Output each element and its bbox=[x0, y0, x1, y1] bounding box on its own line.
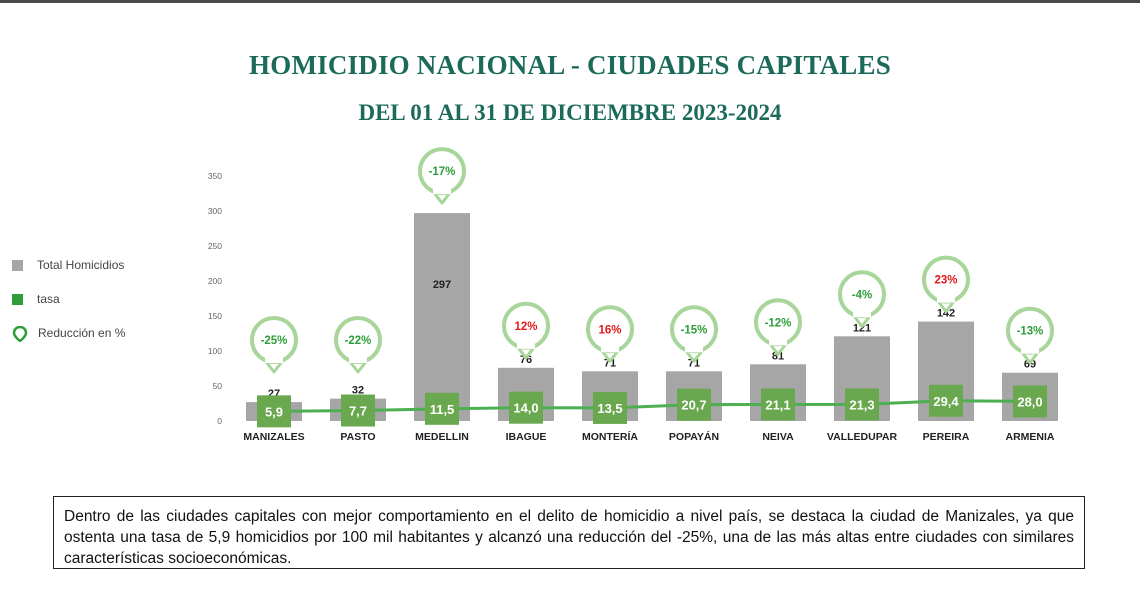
reduction-value-label: -17% bbox=[429, 166, 456, 178]
reduction-bubble: -4% bbox=[838, 270, 886, 328]
rate-value-label: 29,4 bbox=[933, 394, 959, 409]
category-label: POPAYÁN bbox=[669, 430, 719, 443]
y-tick-label: 150 bbox=[208, 311, 222, 321]
bar-value-label: 69 bbox=[1024, 359, 1036, 371]
bubble-joint bbox=[517, 339, 535, 349]
reduction-value-label: -4% bbox=[852, 289, 872, 301]
y-tick-label: 0 bbox=[217, 416, 222, 426]
reduction-bubble: 23% bbox=[922, 255, 970, 314]
legend-label-rate: tasa bbox=[37, 292, 60, 306]
rate-value-label: 21,3 bbox=[849, 397, 874, 412]
bar-value-label: 76 bbox=[520, 354, 532, 366]
bar bbox=[414, 213, 470, 421]
reduction-value-label: 23% bbox=[934, 275, 957, 287]
reduction-bubble: -13% bbox=[1006, 306, 1054, 365]
rate-point bbox=[1013, 385, 1047, 418]
legend-label-total: Total Homicidios bbox=[37, 258, 125, 272]
bar-value-label: 71 bbox=[688, 357, 700, 369]
reduction-bubble: 16% bbox=[586, 305, 634, 363]
rate-value-label: 14,0 bbox=[513, 401, 538, 416]
rate-point bbox=[761, 388, 795, 421]
bubble-joint bbox=[601, 343, 619, 353]
bubble-joint bbox=[769, 336, 787, 346]
legend-swatch-total bbox=[12, 260, 23, 271]
reduction-value-label: -13% bbox=[1017, 326, 1044, 338]
category-label: PASTO bbox=[340, 431, 375, 443]
category-label: IBAGUE bbox=[506, 431, 547, 443]
reduction-value-label: 16% bbox=[598, 324, 621, 336]
bar-value-label: 142 bbox=[937, 308, 955, 320]
rate-point bbox=[593, 391, 627, 424]
category-label: MEDELLIN bbox=[415, 431, 469, 443]
rate-value-label: 5,9 bbox=[265, 404, 283, 419]
rate-point bbox=[425, 392, 459, 425]
rate-value-label: 28,0 bbox=[1017, 394, 1042, 409]
category-label: VALLEDUPAR bbox=[827, 431, 898, 443]
bubble-joint bbox=[349, 354, 367, 363]
bubble-joint bbox=[937, 293, 955, 303]
category-label: PEREIRA bbox=[923, 431, 970, 443]
chart-subtitle: DEL 01 AL 31 DE DICIEMBRE 2023-2024 bbox=[358, 100, 782, 125]
legend-swatch-rate bbox=[12, 294, 23, 305]
x-axis: MANIZALES PASTO MEDELLIN IBAGUE MONTERÍA POPA… bbox=[243, 430, 1055, 443]
y-tick-label: 350 bbox=[208, 171, 222, 181]
reduction-bubbles: -25% -22% -17% 12% 16% -15% -12% -4% 23% -13% bbox=[250, 147, 1054, 374]
reduction-value-label: -22% bbox=[345, 335, 372, 347]
rate-point bbox=[257, 395, 291, 428]
bubble-joint bbox=[685, 343, 703, 353]
reduction-value-label: -12% bbox=[765, 317, 792, 329]
reduction-bubble: -15% bbox=[670, 305, 718, 363]
rate-point bbox=[929, 384, 963, 417]
bar-value-label: 297 bbox=[433, 279, 451, 291]
bar-value-label: 121 bbox=[853, 322, 871, 334]
reduction-bubble: -17% bbox=[418, 147, 466, 205]
legend-label-reduction: Reducción en % bbox=[38, 326, 126, 340]
rate-value-label: 7,7 bbox=[349, 404, 367, 419]
reduction-value-label: -25% bbox=[261, 335, 288, 347]
map-pin-icon bbox=[12, 326, 28, 342]
reduction-bubble: 12% bbox=[502, 301, 550, 360]
reduction-bubble: -12% bbox=[754, 298, 802, 356]
legend-item-total: Total Homicidios bbox=[12, 258, 124, 273]
rate-line: 5,9 7,7 11,5 14,0 13,5 20,7 21,1 21,3 29,4 28,0 bbox=[257, 384, 1047, 428]
y-tick-label: 250 bbox=[208, 241, 222, 251]
rate-series-line bbox=[273, 399, 1031, 413]
rate-value-label: 20,7 bbox=[681, 398, 706, 413]
category-label: MONTERÍA bbox=[582, 430, 638, 443]
chart-title: HOMICIDIO NACIONAL - CIUDADES CAPITALES bbox=[249, 50, 891, 80]
reduction-bubble: -22% bbox=[334, 316, 382, 374]
bubble-joint bbox=[265, 354, 283, 363]
rate-value-label: 11,5 bbox=[430, 402, 455, 417]
bubble-joint bbox=[853, 308, 871, 318]
category-label: NEIVA bbox=[762, 431, 794, 443]
y-axis: 0 50 100 150 200 250 300 350 bbox=[208, 171, 222, 426]
rate-value-label: 21,1 bbox=[765, 398, 790, 413]
bar-value-label: 71 bbox=[604, 357, 616, 369]
rate-point bbox=[845, 388, 879, 421]
y-tick-label: 50 bbox=[213, 381, 223, 391]
rate-point bbox=[677, 388, 711, 421]
category-label: ARMENIA bbox=[1006, 431, 1055, 443]
bubble-joint bbox=[433, 185, 451, 195]
bubble-joint bbox=[1021, 344, 1039, 354]
bar-value-label: 32 bbox=[352, 385, 364, 397]
rate-value-label: 13,5 bbox=[597, 401, 622, 416]
legend-item-rate: tasa bbox=[12, 292, 60, 307]
rate-point bbox=[341, 394, 375, 427]
y-tick-label: 100 bbox=[208, 346, 222, 356]
top-border bbox=[0, 0, 1140, 3]
reduction-value-label: -15% bbox=[681, 324, 708, 336]
category-label: MANIZALES bbox=[243, 431, 304, 443]
reduction-value-label: 12% bbox=[514, 321, 537, 333]
summary-note: Dentro de las ciudades capitales con mej… bbox=[53, 496, 1085, 569]
y-tick-label: 300 bbox=[208, 206, 222, 216]
reduction-bubble: -25% bbox=[250, 316, 298, 374]
bar-value-label: 81 bbox=[772, 350, 784, 362]
y-tick-label: 200 bbox=[208, 276, 222, 286]
legend-item-reduction: Reducción en % bbox=[12, 326, 133, 342]
rate-point bbox=[509, 391, 543, 424]
